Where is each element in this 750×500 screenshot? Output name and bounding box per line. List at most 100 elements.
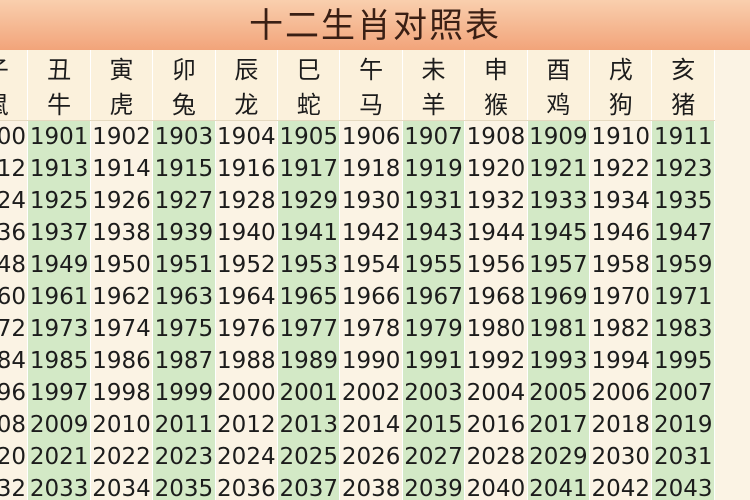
year-cell: 1918 <box>339 153 403 185</box>
year-cell: 1961 <box>27 281 91 313</box>
year-cell: 2001 <box>277 377 341 409</box>
year-cell: 2025 <box>277 441 341 473</box>
year-cell: 1929 <box>277 185 341 217</box>
year-cell: 1946 <box>589 217 653 249</box>
year-cell: 2029 <box>526 441 591 473</box>
year-cell: 2008 <box>0 409 29 441</box>
animal-cell: 羊 <box>401 85 466 121</box>
branch-cell: 酉 <box>526 50 591 85</box>
animal-cell: 猪 <box>651 85 715 121</box>
year-cell: 1931 <box>401 185 466 217</box>
branch-cell: 卯 <box>152 50 216 85</box>
animal-row: 鼠牛虎兔龙蛇马羊猴鸡狗猪 <box>0 85 715 121</box>
year-row: 1984198519861987198819891990199119921993… <box>0 345 715 377</box>
branch-cell: 巳 <box>277 50 341 85</box>
year-cell: 1910 <box>589 120 653 153</box>
year-cell: 1902 <box>89 120 154 153</box>
year-cell: 1986 <box>89 345 154 377</box>
year-cell: 1911 <box>651 120 715 153</box>
year-cell: 1979 <box>401 313 466 345</box>
year-cell: 1997 <box>27 377 91 409</box>
year-row: 1996199719981999200020012002200320042005… <box>0 377 715 409</box>
branch-cell: 子 <box>0 50 29 85</box>
year-row: 1936193719381939194019411942194319441945… <box>0 217 715 249</box>
year-cell: 1949 <box>27 249 91 281</box>
year-cell: 1925 <box>27 185 91 217</box>
year-cell: 2015 <box>401 409 466 441</box>
year-cell: 1905 <box>277 120 341 153</box>
branch-cell: 亥 <box>651 50 715 85</box>
year-cell: 1977 <box>277 313 341 345</box>
year-cell: 2039 <box>401 473 466 500</box>
year-cell: 1928 <box>214 185 279 217</box>
year-cell: 1912 <box>0 153 29 185</box>
year-cell: 1937 <box>27 217 91 249</box>
year-cell: 1960 <box>0 281 29 313</box>
branch-cell: 丑 <box>27 50 91 85</box>
year-cell: 1940 <box>214 217 279 249</box>
year-cell: 1943 <box>401 217 466 249</box>
year-cell: 2026 <box>339 441 403 473</box>
year-cell: 2035 <box>152 473 216 500</box>
year-cell: 2003 <box>401 377 466 409</box>
year-cell: 1900 <box>0 120 29 153</box>
year-cell: 1985 <box>27 345 91 377</box>
year-cell: 2024 <box>214 441 279 473</box>
year-cell: 1987 <box>152 345 216 377</box>
year-cell: 1926 <box>89 185 154 217</box>
year-cell: 1984 <box>0 345 29 377</box>
year-cell: 2023 <box>152 441 216 473</box>
zodiac-table: 子丑寅卯辰巳午未申酉戌亥鼠牛虎兔龙蛇马羊猴鸡狗猪1900190119021903… <box>0 50 715 500</box>
year-cell: 1998 <box>89 377 154 409</box>
animal-cell: 蛇 <box>277 85 341 121</box>
year-cell: 1952 <box>214 249 279 281</box>
year-row: 1924192519261927192819291930193119321933… <box>0 185 715 217</box>
year-cell: 1990 <box>339 345 403 377</box>
year-cell: 2043 <box>651 473 715 500</box>
year-cell: 1920 <box>464 153 528 185</box>
title-band <box>0 0 750 50</box>
year-row: 1972197319741975197619771978197919801981… <box>0 313 715 345</box>
year-cell: 1936 <box>0 217 29 249</box>
year-cell: 1933 <box>526 185 591 217</box>
year-cell: 1962 <box>89 281 154 313</box>
year-cell: 2034 <box>89 473 154 500</box>
year-cell: 1988 <box>214 345 279 377</box>
year-cell: 1982 <box>589 313 653 345</box>
year-cell: 1973 <box>27 313 91 345</box>
year-cell: 1989 <box>277 345 341 377</box>
year-cell: 1975 <box>152 313 216 345</box>
year-row: 1900190119021903190419051906190719081909… <box>0 120 715 153</box>
year-cell: 2005 <box>526 377 591 409</box>
year-cell: 1972 <box>0 313 29 345</box>
year-cell: 1941 <box>277 217 341 249</box>
year-cell: 2019 <box>651 409 715 441</box>
year-cell: 2016 <box>464 409 528 441</box>
year-cell: 2018 <box>589 409 653 441</box>
year-cell: 1957 <box>526 249 591 281</box>
animal-cell: 兔 <box>152 85 216 121</box>
year-cell: 1963 <box>152 281 216 313</box>
year-cell: 2032 <box>0 473 29 500</box>
year-cell: 1981 <box>526 313 591 345</box>
branch-cell: 辰 <box>214 50 279 85</box>
branch-cell: 午 <box>339 50 403 85</box>
year-cell: 2021 <box>27 441 91 473</box>
year-cell: 1947 <box>651 217 715 249</box>
year-cell: 1992 <box>464 345 528 377</box>
year-cell: 2013 <box>277 409 341 441</box>
year-cell: 1969 <box>526 281 591 313</box>
year-cell: 1921 <box>526 153 591 185</box>
year-cell: 2027 <box>401 441 466 473</box>
year-cell: 1959 <box>651 249 715 281</box>
year-cell: 1930 <box>339 185 403 217</box>
year-cell: 2040 <box>464 473 528 500</box>
year-cell: 1980 <box>464 313 528 345</box>
year-row: 2008200920102011201220132014201520162017… <box>0 409 715 441</box>
year-cell: 1999 <box>152 377 216 409</box>
year-cell: 2006 <box>589 377 653 409</box>
year-row: 2032203320342035203620372038203920402041… <box>0 473 715 500</box>
year-cell: 1983 <box>651 313 715 345</box>
year-cell: 1944 <box>464 217 528 249</box>
